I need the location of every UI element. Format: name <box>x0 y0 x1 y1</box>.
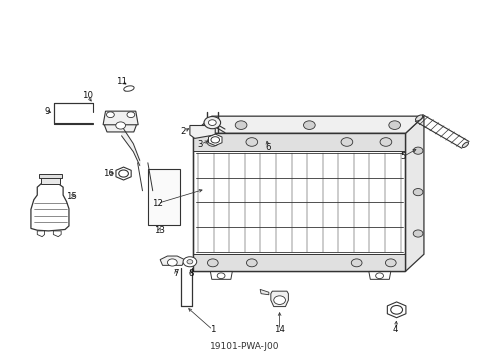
Bar <box>193 134 405 271</box>
Polygon shape <box>208 134 222 145</box>
Polygon shape <box>37 231 44 237</box>
Text: 7: 7 <box>173 269 179 278</box>
Circle shape <box>379 138 391 146</box>
Circle shape <box>412 230 422 237</box>
Bar <box>148 169 179 225</box>
Text: 10: 10 <box>82 91 93 100</box>
Text: 12: 12 <box>152 199 163 208</box>
Circle shape <box>217 273 224 279</box>
Circle shape <box>390 306 402 314</box>
Circle shape <box>210 137 219 143</box>
Text: 3: 3 <box>198 140 203 149</box>
Ellipse shape <box>415 115 422 121</box>
Circle shape <box>388 121 400 130</box>
Circle shape <box>167 259 177 266</box>
Circle shape <box>207 259 218 267</box>
Text: 2: 2 <box>181 127 186 136</box>
Text: 1: 1 <box>210 325 215 334</box>
Text: 6: 6 <box>264 143 270 152</box>
Circle shape <box>186 260 192 264</box>
Circle shape <box>183 257 196 267</box>
Circle shape <box>273 296 285 305</box>
Circle shape <box>206 120 218 128</box>
Bar <box>193 134 405 271</box>
Bar <box>193 254 405 271</box>
Polygon shape <box>189 126 215 138</box>
Text: 9: 9 <box>44 107 50 116</box>
Polygon shape <box>260 289 268 295</box>
Polygon shape <box>160 256 184 265</box>
Ellipse shape <box>123 86 134 91</box>
Circle shape <box>412 189 422 196</box>
Circle shape <box>246 259 257 267</box>
Bar <box>39 174 62 178</box>
Text: 8: 8 <box>188 269 193 278</box>
Polygon shape <box>193 116 423 134</box>
Polygon shape <box>270 291 288 307</box>
Circle shape <box>303 121 315 130</box>
Polygon shape <box>104 118 136 132</box>
Text: 15: 15 <box>66 192 77 201</box>
Circle shape <box>119 170 128 177</box>
Text: 14: 14 <box>274 325 285 334</box>
Circle shape <box>245 138 257 146</box>
Polygon shape <box>116 167 131 180</box>
Polygon shape <box>103 111 138 125</box>
Text: 16: 16 <box>103 169 114 178</box>
Circle shape <box>203 117 220 129</box>
Circle shape <box>116 122 125 129</box>
Circle shape <box>206 138 218 146</box>
Circle shape <box>412 147 422 154</box>
Circle shape <box>350 259 361 267</box>
Bar <box>193 134 405 150</box>
Circle shape <box>235 121 246 130</box>
Text: 19101-PWA-J00: 19101-PWA-J00 <box>209 342 279 351</box>
Text: 4: 4 <box>392 325 398 334</box>
Polygon shape <box>53 231 61 237</box>
Text: 13: 13 <box>153 226 164 235</box>
Polygon shape <box>368 271 390 279</box>
Polygon shape <box>31 182 69 231</box>
Text: 11: 11 <box>116 77 127 86</box>
Text: 5: 5 <box>399 152 405 161</box>
Polygon shape <box>210 271 232 279</box>
Circle shape <box>385 259 395 267</box>
Polygon shape <box>405 116 423 271</box>
Ellipse shape <box>461 142 468 148</box>
Circle shape <box>106 112 114 118</box>
Bar <box>41 178 60 184</box>
Circle shape <box>208 120 216 126</box>
Circle shape <box>375 273 383 279</box>
Circle shape <box>340 138 352 146</box>
Polygon shape <box>386 302 405 318</box>
Circle shape <box>127 112 135 118</box>
